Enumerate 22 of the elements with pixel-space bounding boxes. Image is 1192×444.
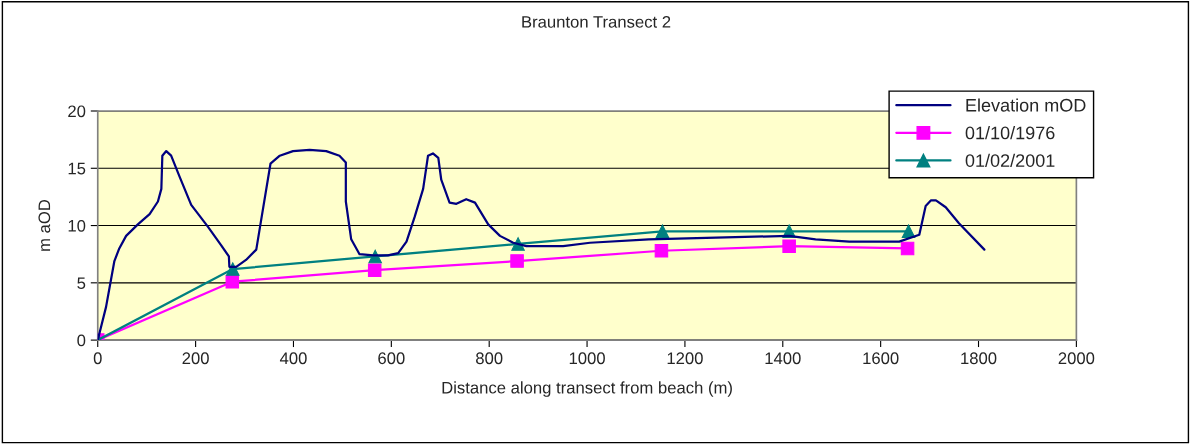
y-tick-label: 20	[68, 105, 86, 118]
x-tick-label: 1000	[569, 352, 605, 365]
chart-title: Braunton Transect 2	[522, 15, 671, 28]
x-tick-label: 1800	[961, 352, 997, 365]
y-tick-label: 10	[68, 219, 86, 232]
x-tick-label: 1600	[863, 352, 899, 365]
y-tick-label: 5	[77, 277, 86, 290]
legend-label: 01/02/2001	[965, 153, 1055, 167]
x-tick-label: 600	[378, 352, 405, 365]
legend-label: 01/10/1976	[965, 126, 1055, 140]
x-tick-label: 1400	[765, 352, 801, 365]
x-tick-label: 2000	[1058, 352, 1095, 365]
x-tick-label: 200	[182, 352, 209, 365]
x-tick-label: 800	[476, 352, 503, 365]
y-tick-label: 15	[68, 162, 86, 175]
y-tick-label: 0	[77, 334, 86, 347]
x-tick-label: 400	[279, 352, 307, 365]
x-tick-label: 1200	[667, 352, 703, 365]
legend-label: Elevation mOD	[966, 98, 1086, 112]
y-axis-title: m aOD	[38, 199, 51, 251]
x-tick-label: 0	[93, 352, 102, 365]
x-axis-title: Distance along transect from beach (m)	[442, 381, 732, 397]
